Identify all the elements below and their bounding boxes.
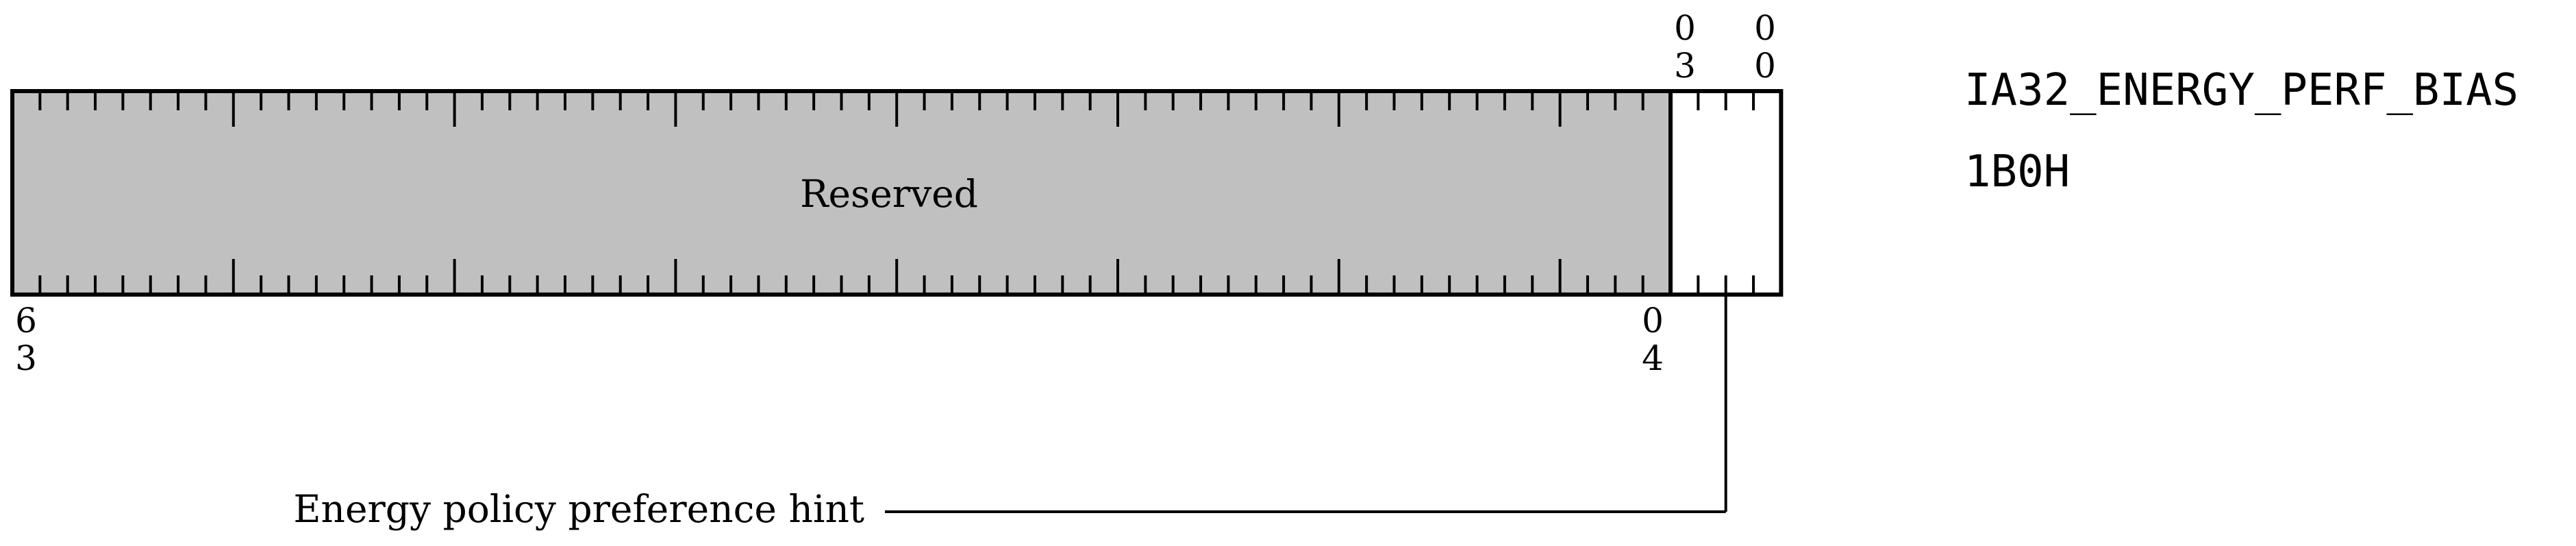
bit-03-label-top: 0 [1674, 8, 1696, 48]
field-layer [10, 89, 1784, 297]
bit-04-label-top: 0 [1642, 301, 1664, 340]
bit-00-label-bottom: 0 [1754, 46, 1776, 86]
reserved-field-label: Reserved [800, 172, 978, 216]
register-name: IA32_ENERGY_PERF_BIAS [1964, 65, 2518, 116]
callout-layer [885, 295, 1727, 513]
label-layer: Reserved 6 3 0 4 0 3 0 0 Energy policy p… [15, 8, 2518, 531]
bit-04-label-bottom: 4 [1642, 338, 1664, 378]
energy-policy-hint-field-box [1668, 89, 1784, 297]
bit-03-label-bottom: 3 [1674, 46, 1696, 86]
tick-layer [38, 91, 1755, 295]
energy-policy-hint-label: Energy policy preference hint [293, 487, 864, 531]
bit-00-label-top: 0 [1754, 8, 1776, 48]
register-address: 1B0H [1964, 147, 2070, 197]
bit-63-label-bottom: 3 [15, 338, 37, 378]
reserved-field-box [10, 89, 1673, 297]
bit-63-label-top: 6 [15, 301, 37, 340]
